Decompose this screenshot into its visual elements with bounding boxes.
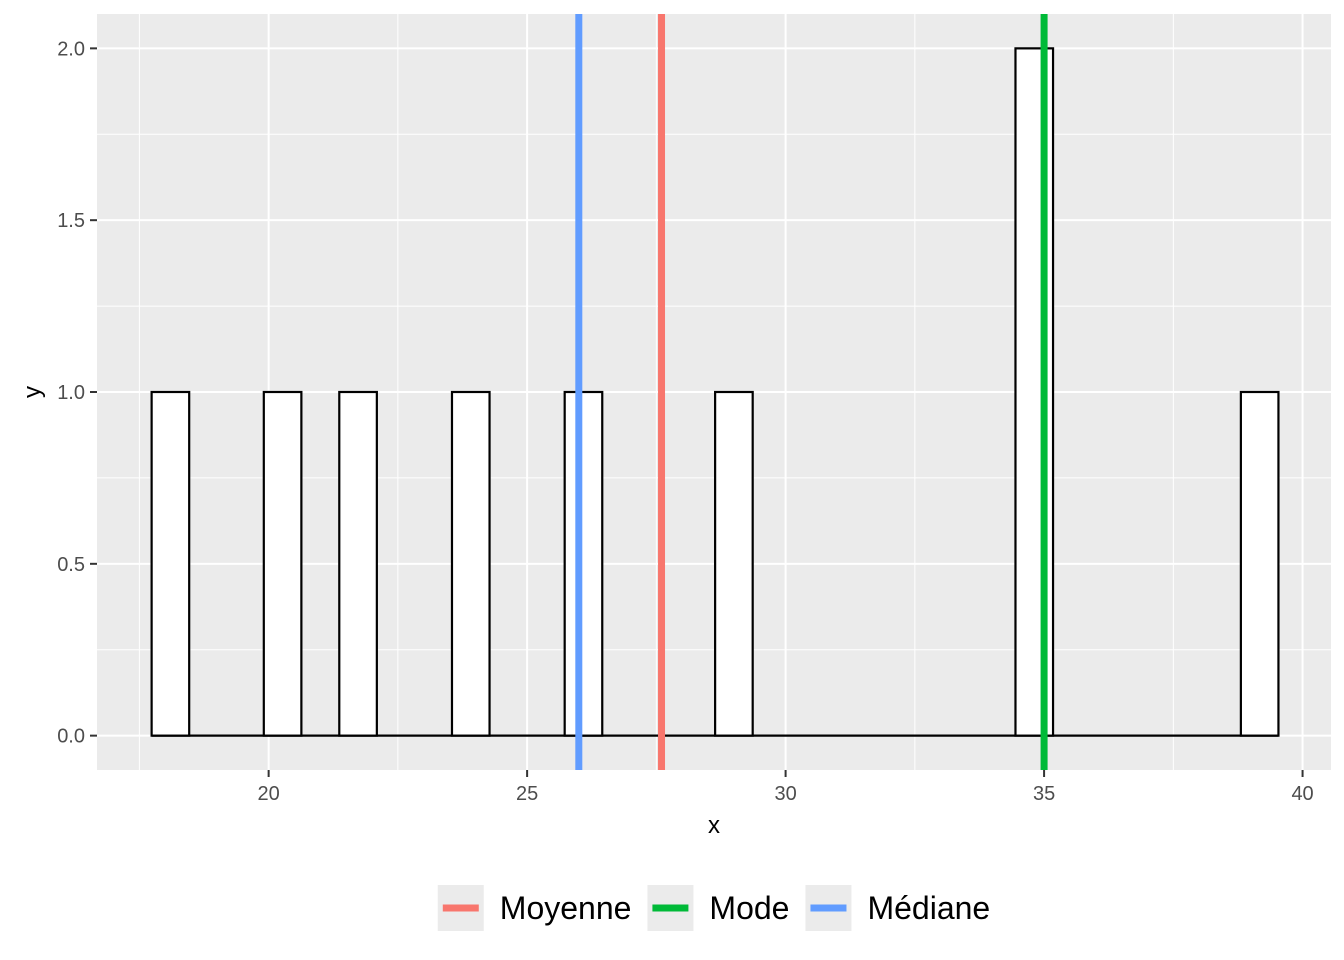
x-tick-label: 25 (516, 783, 538, 805)
legend-item-mode: Mode (647, 885, 789, 931)
legend-item-moyenne: Moyenne (437, 885, 632, 931)
legend-item-médiane: Médiane (805, 885, 990, 931)
histogram-bar (262, 390, 303, 737)
histogram-bar (714, 390, 754, 737)
legend: Moyenne Mode Médiane (437, 885, 990, 931)
legend-label: Moyenne (500, 890, 632, 926)
histogram-bar (450, 390, 491, 737)
histogram-bar (150, 390, 191, 737)
x-tick-label: 40 (1291, 783, 1313, 805)
x-tick-label: 20 (258, 783, 280, 805)
y-tick-label: 0.5 (57, 554, 85, 576)
histogram-bar (1239, 390, 1280, 737)
y-tick-label: 2.0 (57, 38, 85, 60)
x-axis: 20 25 30 35 40 (258, 770, 1314, 805)
histogram-bar (338, 390, 378, 737)
y-tick-label: 1.5 (57, 210, 85, 232)
x-tick-label: 30 (774, 783, 796, 805)
reference-lines (575, 14, 1048, 770)
legend-label: Médiane (867, 890, 990, 926)
histogram-bar (563, 390, 604, 737)
y-axis-title: y (19, 386, 46, 398)
histogram-bars (150, 47, 1280, 737)
y-tick-label: 1.0 (57, 382, 85, 404)
x-axis-title: x (708, 812, 720, 839)
legend-label: Mode (709, 890, 789, 926)
y-axis: 0.0 0.5 1.0 1.5 2.0 (57, 38, 97, 748)
y-tick-label: 0.0 (57, 726, 85, 748)
x-tick-label: 35 (1033, 783, 1055, 805)
